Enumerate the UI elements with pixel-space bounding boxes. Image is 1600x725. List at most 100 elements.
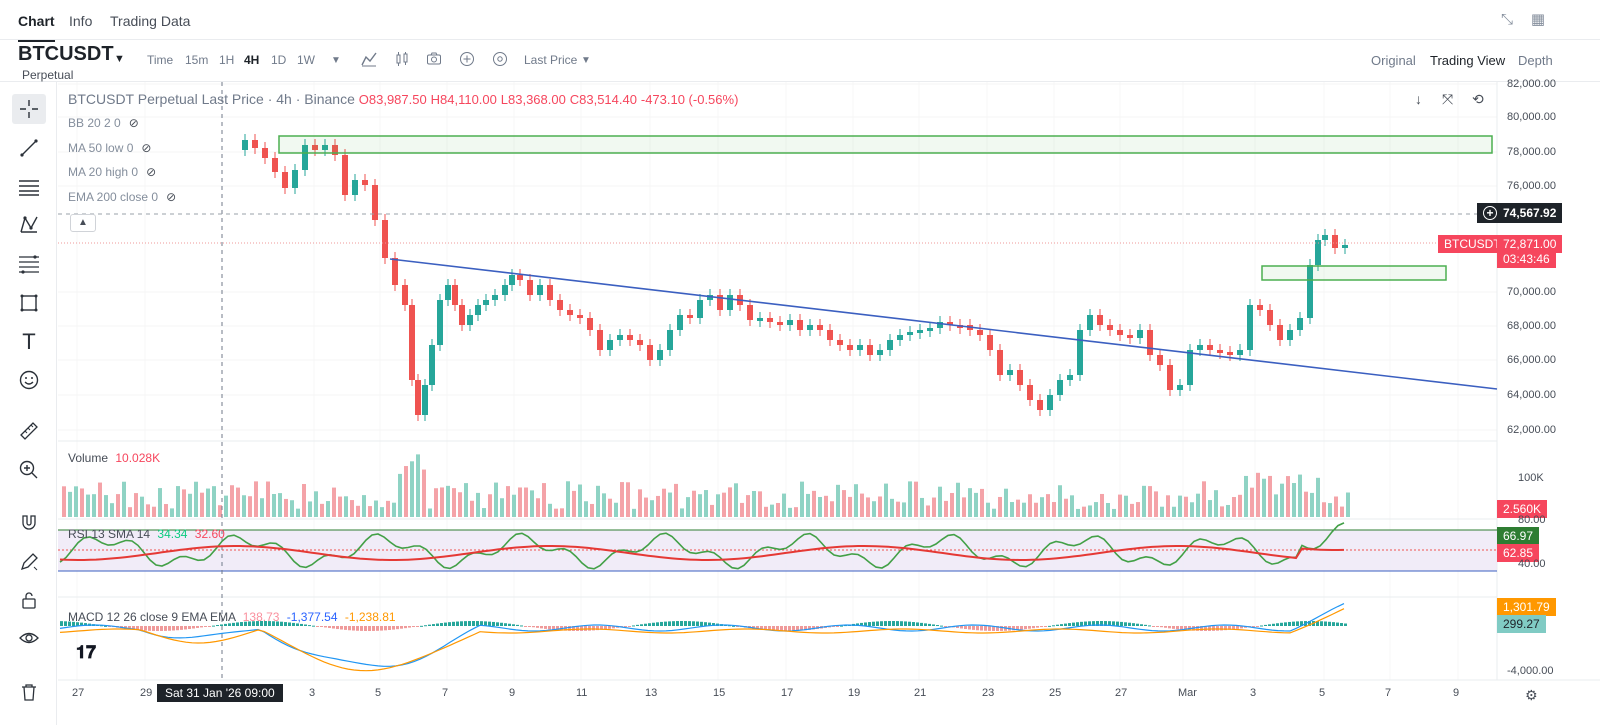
resistance-zone-box xyxy=(278,135,1493,154)
tab-trading-data[interactable]: Trading Data xyxy=(110,13,191,29)
indicator-bb[interactable]: BB 20 2 0 ⊘ xyxy=(68,116,139,130)
view-trading-view[interactable]: Trading View xyxy=(1430,53,1506,68)
indicator-ma50[interactable]: MA 50 low 0 ⊘ xyxy=(68,141,152,155)
magnet-icon[interactable] xyxy=(12,508,46,538)
ruler-tool-icon[interactable] xyxy=(12,416,46,446)
collapse-icon[interactable]: ⤡ xyxy=(1500,11,1513,28)
macd-histogram-bar xyxy=(1052,625,1055,627)
macd-histogram-bar xyxy=(180,626,183,630)
macd-histogram-bar xyxy=(524,626,527,627)
indicator-icon[interactable] xyxy=(361,51,377,70)
rectangle-tool-icon[interactable] xyxy=(12,288,46,318)
trend-line-tool-icon[interactable] xyxy=(12,133,46,163)
view-original[interactable]: Original xyxy=(1371,53,1416,68)
legend-expand-icon[interactable]: ⤧ xyxy=(1442,91,1454,107)
price-source-select[interactable]: Last Price xyxy=(524,53,578,67)
timeframe-1h[interactable]: 1H xyxy=(219,53,235,67)
tab-chart[interactable]: Chart xyxy=(18,13,55,42)
volume-bar xyxy=(206,488,210,517)
chart-settings-icon[interactable]: ⚙ xyxy=(1525,687,1538,703)
lock-icon[interactable] xyxy=(12,585,46,615)
symbol-name[interactable]: BTCUSDT xyxy=(18,43,114,65)
eye-off-icon[interactable]: ⊘ xyxy=(146,165,157,179)
macd-histogram-bar xyxy=(500,622,503,626)
volume-bar xyxy=(614,502,618,517)
volume-bar xyxy=(620,482,624,517)
crosshair-tool-icon[interactable] xyxy=(12,94,46,124)
horizontal-lines-tool-icon[interactable] xyxy=(12,172,46,202)
macd-histogram-bar xyxy=(468,621,471,626)
settings-icon[interactable] xyxy=(492,51,508,70)
timeframe-more-icon[interactable]: ▼ xyxy=(331,55,341,66)
time-axis-label: 7 xyxy=(1385,687,1392,699)
volume-bar xyxy=(626,482,630,517)
macd-histogram-bar xyxy=(940,625,943,627)
volume-bar xyxy=(1220,506,1224,517)
macd-histogram-bar xyxy=(132,626,135,630)
volume-bar xyxy=(1100,493,1104,517)
timeframe-15m[interactable]: 15m xyxy=(185,53,209,67)
text-tool-icon[interactable]: T xyxy=(22,329,36,354)
legend-refresh-icon[interactable]: ⟲ xyxy=(1472,91,1484,107)
indicator-ma20[interactable]: MA 20 high 0 ⊘ xyxy=(68,165,157,179)
price-source-dropdown-icon[interactable]: ▼ xyxy=(581,55,591,66)
collapse-legend-button[interactable]: ▲ xyxy=(70,214,96,232)
volume-bar xyxy=(1166,495,1170,517)
volume-bar xyxy=(248,496,252,517)
candle-body xyxy=(607,340,613,350)
view-depth[interactable]: Depth xyxy=(1518,53,1553,68)
symbol-dropdown-icon[interactable]: ▼ xyxy=(114,53,125,65)
macd-histogram-bar xyxy=(732,625,735,627)
candle-body xyxy=(1067,375,1073,380)
rsi-sma-line xyxy=(59,545,1345,561)
volume-bar xyxy=(914,481,918,517)
emoji-tool-icon[interactable] xyxy=(12,365,46,395)
price-axis-label: 66,000.00 xyxy=(1507,354,1556,366)
candle-body xyxy=(657,350,663,360)
candle-body xyxy=(1267,310,1273,325)
volume-bar xyxy=(398,473,402,517)
volume-bar xyxy=(1334,496,1338,517)
indicator-ema200[interactable]: EMA 200 close 0 ⊘ xyxy=(68,190,177,204)
grid-view-icon[interactable]: ▦ xyxy=(1530,11,1546,28)
draw-mode-icon[interactable] xyxy=(12,547,46,577)
add-compare-icon[interactable] xyxy=(459,51,475,70)
fib-tool-icon[interactable] xyxy=(12,249,46,279)
visibility-icon[interactable] xyxy=(12,623,46,653)
candle-body xyxy=(947,322,953,325)
add-alert-icon[interactable]: + xyxy=(1483,206,1497,220)
timeframe-1d[interactable]: 1D xyxy=(271,53,287,67)
candle-body xyxy=(322,145,328,150)
volume-bar xyxy=(212,486,216,517)
camera-icon[interactable] xyxy=(426,51,442,70)
legend-arrow-down-icon[interactable]: ↓ xyxy=(1415,91,1422,107)
macd-histogram-bar xyxy=(320,626,323,627)
macd-histogram-bar xyxy=(240,622,243,626)
pattern-tool-icon[interactable] xyxy=(12,210,46,240)
eye-off-icon[interactable]: ⊘ xyxy=(141,141,152,155)
zoom-in-icon[interactable] xyxy=(12,455,46,485)
volume-bar xyxy=(452,488,456,517)
candle-body xyxy=(857,345,863,350)
macd-histogram-bar xyxy=(404,626,407,629)
macd-histogram-bar xyxy=(1100,621,1103,626)
timeframe-4h[interactable]: 4H xyxy=(244,53,260,67)
tab-info[interactable]: Info xyxy=(69,13,93,29)
volume-bar xyxy=(812,490,816,517)
candle-type-icon[interactable] xyxy=(394,51,410,70)
timeframe-time[interactable]: Time xyxy=(147,53,174,67)
macd-histogram-bar xyxy=(176,626,179,631)
volume-bar xyxy=(104,495,108,517)
rsi-tag-2: 62.85 xyxy=(1497,544,1540,562)
macd-histogram-bar xyxy=(460,621,463,626)
timeframe-1w[interactable]: 1W xyxy=(297,53,315,67)
volume-bar xyxy=(236,487,240,517)
eye-off-icon[interactable]: ⊘ xyxy=(166,190,177,204)
trash-icon[interactable] xyxy=(12,677,46,707)
eye-off-icon[interactable]: ⊘ xyxy=(128,116,139,130)
volume-bar xyxy=(554,508,558,517)
macd-histogram-bar xyxy=(696,621,699,626)
macd-histogram-bar xyxy=(1288,621,1291,626)
macd-histogram-bar xyxy=(544,626,547,629)
